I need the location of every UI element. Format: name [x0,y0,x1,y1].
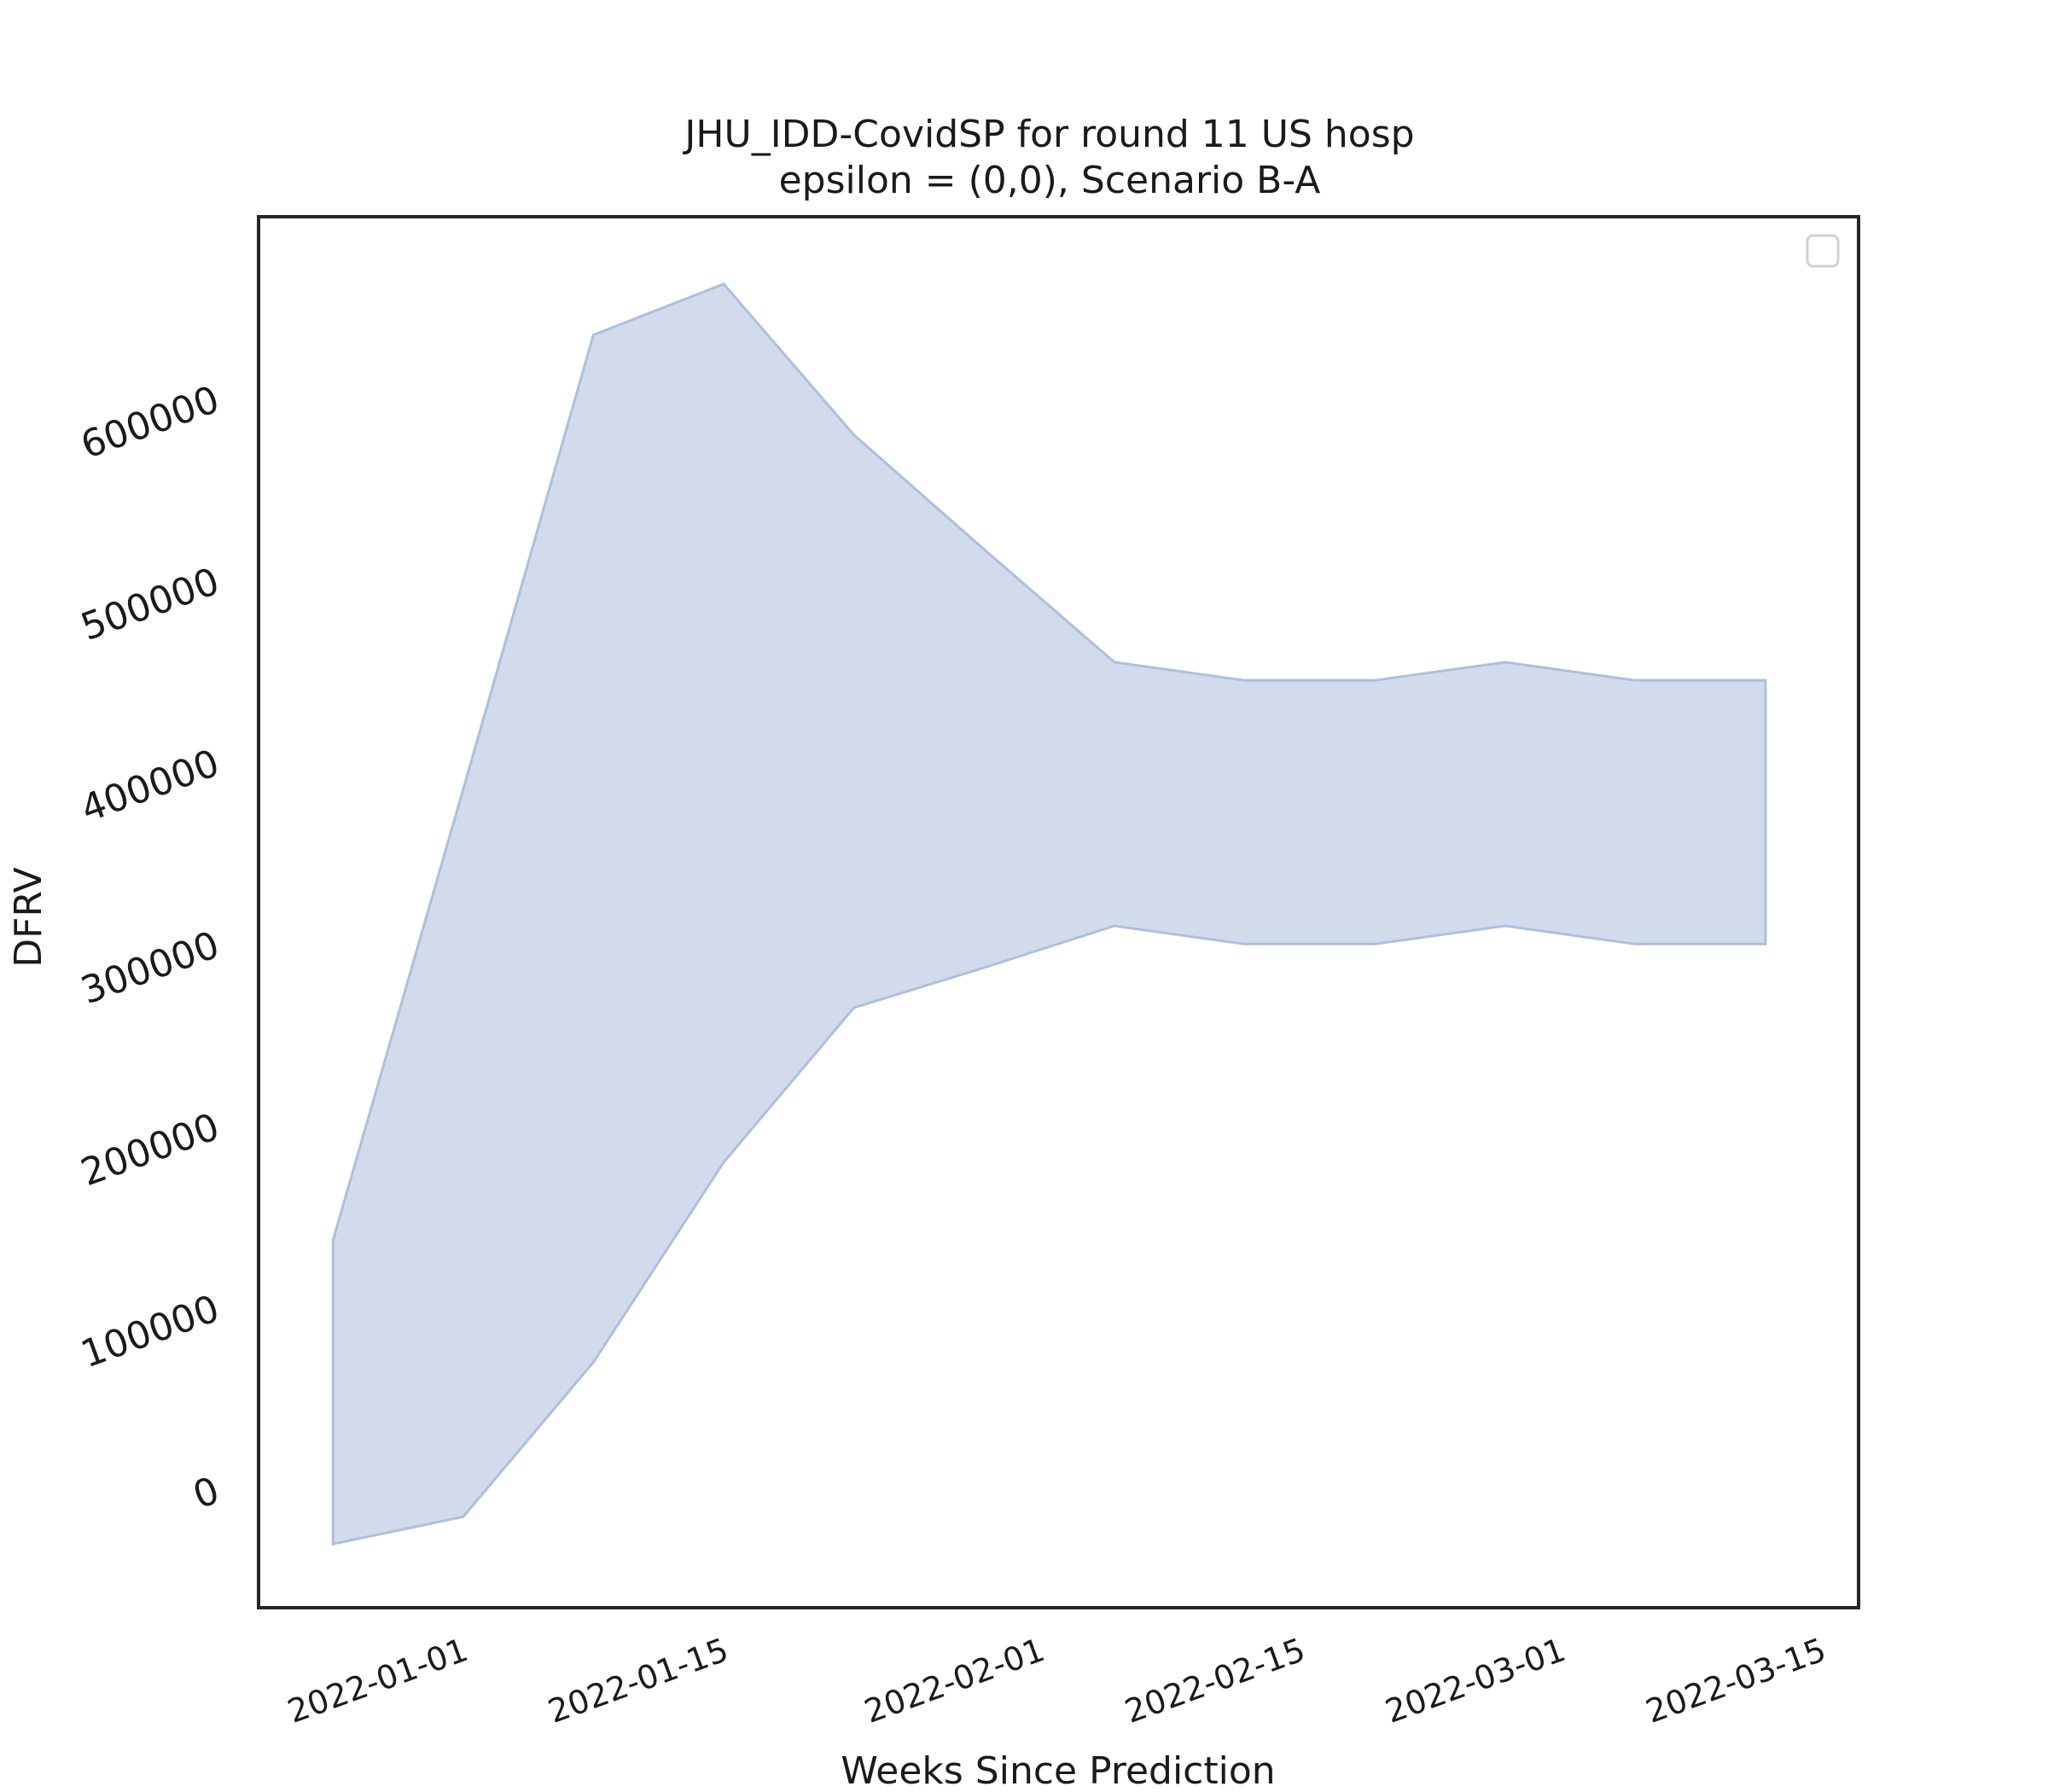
x-tick-label: 2022-02-01 [859,1631,1050,1731]
y-tick-label: 0 [188,1469,225,1518]
x-tick-label: 2022-03-01 [1381,1631,1571,1731]
chart-title: JHU_IDD-CovidSP for round 11 US hosp [682,113,1414,156]
x-axis-ticks: 2022-01-01 2022-01-15 2022-02-01 2022-02-15… [282,1631,1830,1731]
x-tick-label: 2022-01-01 [282,1631,473,1731]
uncertainty-band [331,282,1767,1546]
x-axis-label: Weeks Since Prediction [841,1749,1275,1792]
y-axis-label: DFRV [7,867,50,967]
legend-box [1806,234,1840,268]
y-tick-label: 100000 [75,1287,224,1376]
y-tick-label: 200000 [75,1105,224,1195]
y-tick-label: 500000 [75,560,224,649]
y-axis-ticks: 0 100000 200000 300000 400000 500000 600000 [75,378,224,1518]
x-tick-label: 2022-01-15 [544,1631,734,1731]
x-tick-label: 2022-03-15 [1641,1631,1831,1731]
plot-frame [257,215,1860,1609]
y-tick-label: 400000 [75,742,224,831]
chart-subtitle: epsilon = (0,0), Scenario B-A [779,159,1321,202]
y-tick-label: 300000 [75,923,224,1013]
y-tick-label: 600000 [75,378,224,468]
x-tick-label: 2022-02-15 [1120,1631,1310,1731]
plot-area [257,215,1860,1609]
